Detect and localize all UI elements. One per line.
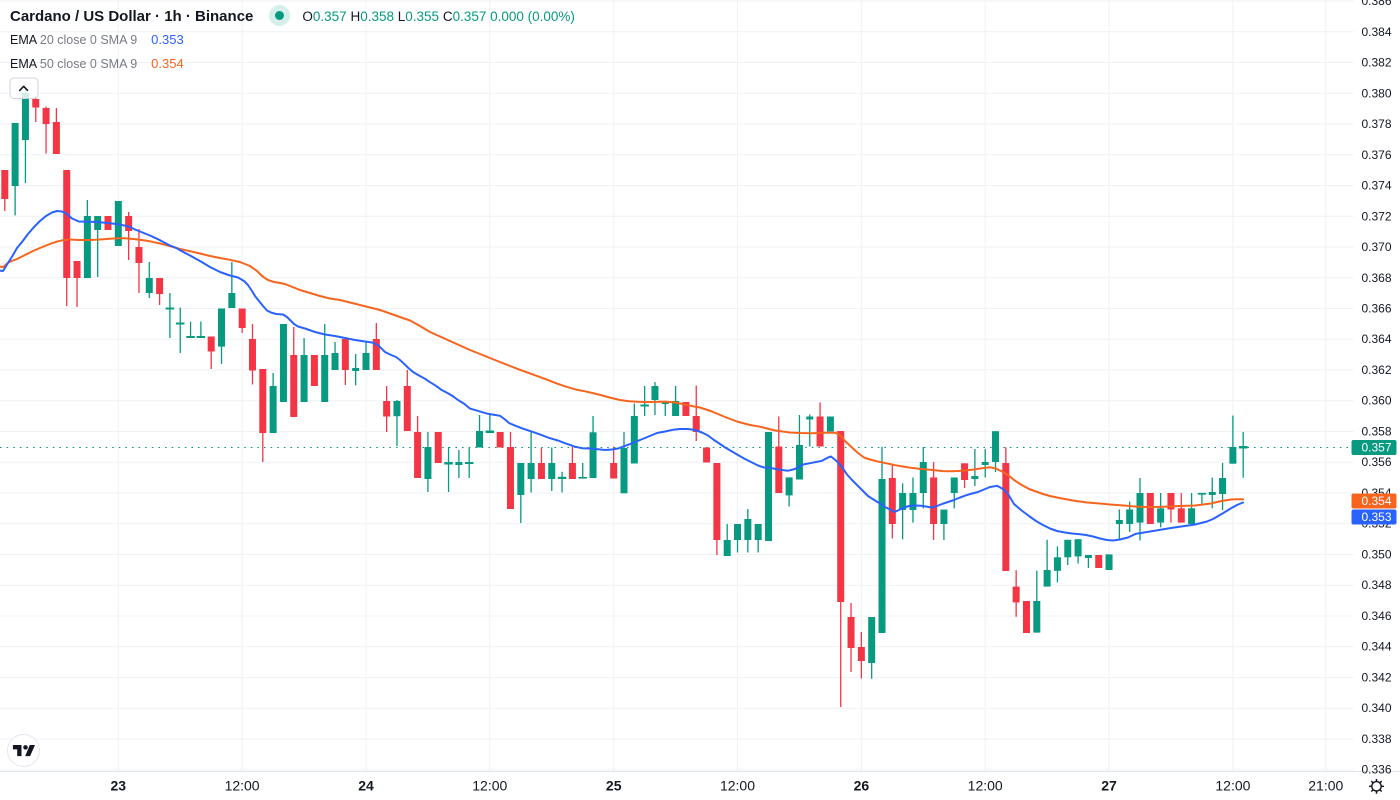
svg-text:0.370: 0.370 (1362, 240, 1392, 254)
svg-text:0.354: 0.354 (1362, 494, 1392, 508)
svg-text:0.357: 0.357 (1362, 441, 1392, 455)
svg-text:21:00: 21:00 (1308, 778, 1343, 794)
svg-text:27: 27 (1101, 778, 1117, 794)
svg-text:25: 25 (606, 778, 622, 794)
svg-text:0.353: 0.353 (1362, 510, 1392, 524)
svg-text:0.384: 0.384 (1362, 25, 1392, 39)
svg-text:0.356: 0.356 (1362, 455, 1392, 469)
svg-text:12:00: 12:00 (1215, 778, 1250, 794)
svg-text:0.376: 0.376 (1362, 148, 1392, 162)
svg-text:0.348: 0.348 (1362, 578, 1392, 592)
svg-text:0.366: 0.366 (1362, 302, 1392, 316)
svg-text:12:00: 12:00 (720, 778, 755, 794)
svg-text:0.362: 0.362 (1362, 363, 1392, 377)
svg-text:0.372: 0.372 (1362, 209, 1392, 223)
svg-text:12:00: 12:00 (472, 778, 507, 794)
svg-text:12:00: 12:00 (968, 778, 1003, 794)
svg-text:0.374: 0.374 (1362, 179, 1392, 193)
svg-text:0.386: 0.386 (1362, 0, 1392, 8)
svg-text:0.358: 0.358 (1362, 425, 1392, 439)
svg-text:0.340: 0.340 (1362, 701, 1392, 715)
svg-text:0.368: 0.368 (1362, 271, 1392, 285)
svg-text:24: 24 (358, 778, 374, 794)
svg-text:0.382: 0.382 (1362, 56, 1392, 70)
svg-text:0.378: 0.378 (1362, 117, 1392, 131)
svg-text:0.360: 0.360 (1362, 394, 1392, 408)
svg-text:0.364: 0.364 (1362, 332, 1392, 346)
svg-text:0.346: 0.346 (1362, 609, 1392, 623)
svg-text:0.336: 0.336 (1362, 763, 1392, 777)
svg-text:0.344: 0.344 (1362, 640, 1392, 654)
svg-text:0.342: 0.342 (1362, 671, 1392, 685)
svg-text:12:00: 12:00 (225, 778, 260, 794)
svg-text:0.350: 0.350 (1362, 548, 1392, 562)
svg-text:0.380: 0.380 (1362, 86, 1392, 100)
svg-text:23: 23 (111, 778, 127, 794)
svg-text:0.338: 0.338 (1362, 732, 1392, 746)
svg-text:26: 26 (854, 778, 870, 794)
